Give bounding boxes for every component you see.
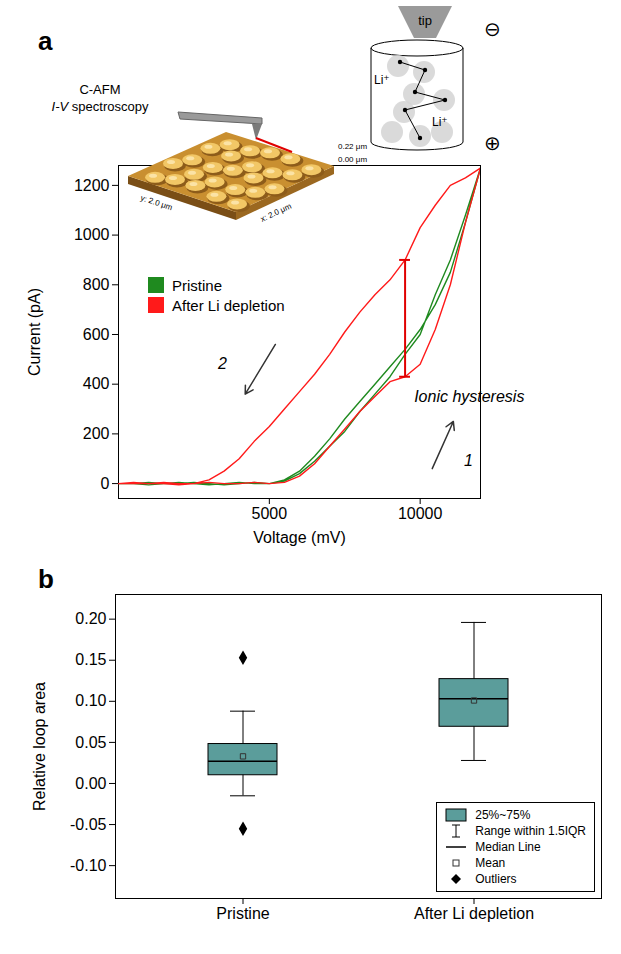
svg-text:⊕: ⊕	[484, 131, 501, 155]
svg-text:x: 2.0 μm: x: 2.0 μm	[259, 202, 293, 224]
html-text:After Li depletion: After Li depletion	[172, 296, 285, 314]
svg-text:After Li depletion: After Li depletion	[414, 905, 534, 922]
svg-text:I-V spectroscopy: I-V spectroscopy	[52, 99, 149, 114]
html-text:25%~75%: 25%~75%	[475, 808, 531, 822]
svg-text:0.22 μm: 0.22 μm	[338, 142, 367, 151]
svg-text:b: b	[38, 564, 54, 594]
svg-text:Relative loop area: Relative loop area	[31, 682, 48, 811]
svg-text:Current (pA): Current (pA)	[26, 288, 43, 376]
svg-text:⊖: ⊖	[484, 17, 501, 41]
svg-text:0.00: 0.00	[75, 775, 106, 792]
svg-text:0: 0	[101, 475, 110, 492]
svg-text:200: 200	[83, 425, 110, 442]
svg-text:-0.10: -0.10	[70, 857, 107, 874]
svg-text:0.20: 0.20	[75, 610, 106, 627]
html-text:Range within 1.5IQR: Range within 1.5IQR	[475, 824, 586, 838]
html-text:Median Line: Median Line	[475, 840, 541, 854]
svg-text:Li⁺: Li⁺	[374, 73, 390, 87]
html-text:Pristine: Pristine	[172, 276, 222, 294]
svg-text:1200: 1200	[74, 177, 110, 194]
svg-text:0.15: 0.15	[75, 651, 106, 668]
svg-text:2: 2	[217, 355, 227, 372]
svg-text:a: a	[38, 26, 53, 56]
svg-text:0.05: 0.05	[75, 734, 106, 751]
svg-text:0.10: 0.10	[75, 692, 106, 709]
svg-text:y: 2.0 μm: y: 2.0 μm	[139, 193, 174, 212]
svg-text:-0.05: -0.05	[70, 816, 107, 833]
html-text:Outliers: Outliers	[475, 872, 517, 886]
svg-text:600: 600	[83, 326, 110, 343]
svg-text:5000: 5000	[252, 505, 288, 522]
svg-text:Voltage (mV): Voltage (mV)	[253, 529, 345, 546]
svg-text:10000: 10000	[398, 505, 443, 522]
svg-text:800: 800	[83, 276, 110, 293]
svg-text:Pristine: Pristine	[216, 905, 269, 922]
svg-text:tip: tip	[418, 13, 432, 28]
svg-text:Li⁺: Li⁺	[432, 115, 448, 129]
svg-text:C-AFM: C-AFM	[79, 82, 120, 97]
svg-text:1: 1	[464, 452, 473, 469]
svg-text:1000: 1000	[74, 226, 110, 243]
svg-text:0.00 μm: 0.00 μm	[338, 155, 367, 164]
html-text:Mean: Mean	[475, 856, 506, 870]
svg-text:Ionic hysteresis: Ionic hysteresis	[414, 388, 524, 405]
svg-text:400: 400	[83, 375, 110, 392]
